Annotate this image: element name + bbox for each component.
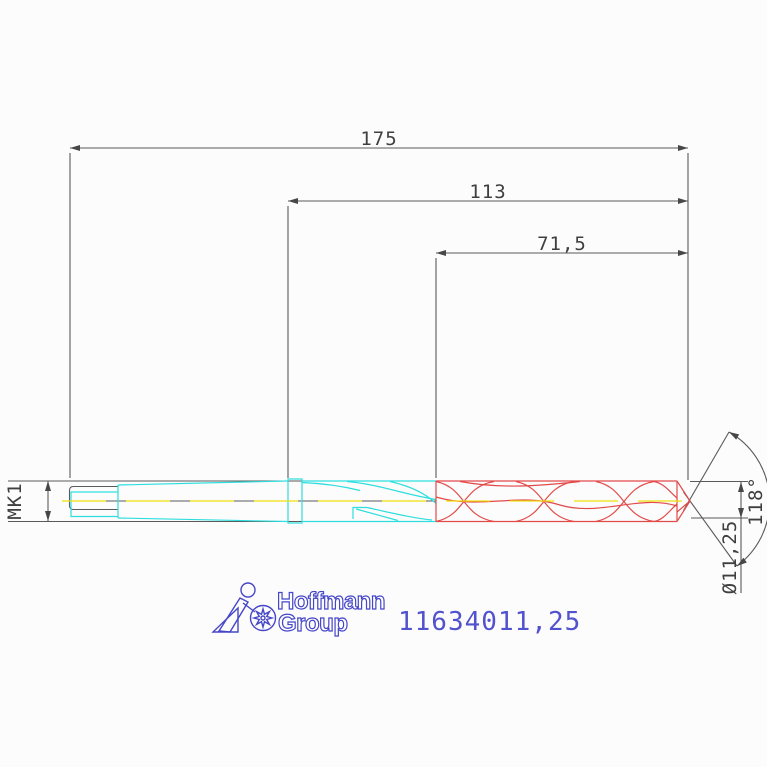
brand-name-line1: Hoffmann [276,588,386,615]
article-number: 116340 [398,607,498,637]
morse-taper-outline [70,478,437,524]
hoffmann-logo-icon [211,582,277,633]
tang-outline [68,485,436,511]
dimension-lines [8,147,767,593]
dim-length-to-collar: 113 [469,181,507,203]
dim-taper-designation: MK1 [4,482,26,520]
dim-point-angle: 118° [745,476,767,526]
article-size: 11,25 [498,607,582,637]
brand-name-line2: Group [277,610,348,637]
dim-flute-length: 71,5 [537,233,587,255]
dimension-arrowheads [45,145,747,566]
dim-diameter: Ø11,25 [719,519,741,595]
cutting-flutes [435,480,691,523]
dim-overall-length: 175 [360,128,398,150]
